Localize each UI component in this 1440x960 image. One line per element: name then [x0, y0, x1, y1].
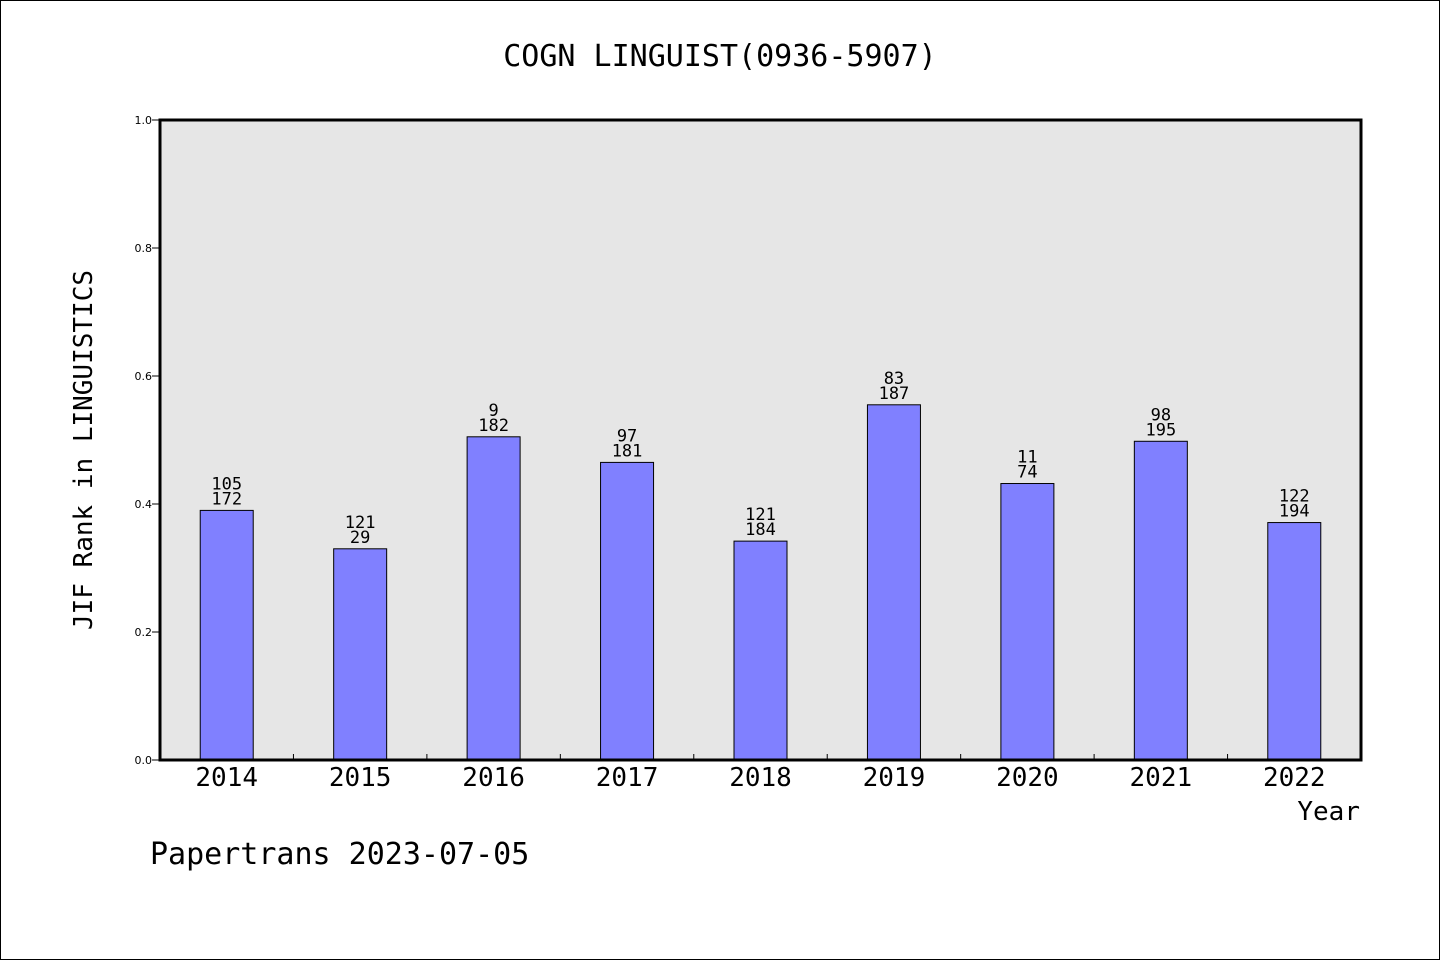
- bar-2022: [1268, 523, 1321, 760]
- bar-2015: [334, 549, 387, 760]
- x-tick-label: 2020: [996, 763, 1059, 793]
- bar-label-bottom: 194: [1279, 502, 1310, 522]
- bar-label-bottom: 29: [350, 528, 370, 548]
- bar-label-bottom: 195: [1145, 420, 1176, 440]
- bar-2020: [1001, 484, 1054, 760]
- bar-2017: [601, 462, 654, 760]
- bar-label-bottom: 74: [1017, 463, 1037, 483]
- x-tick-label: 2019: [863, 763, 926, 793]
- bar-2018: [734, 541, 787, 760]
- x-tick-label: 2022: [1263, 763, 1326, 793]
- y-tick-label: 0.0: [135, 754, 153, 767]
- y-axis: 0.0 0.2 0.4 0.6 0.8 1.0: [135, 114, 161, 767]
- x-axis-label: Year: [1297, 797, 1360, 827]
- y-tick-label: 0.4: [135, 498, 153, 511]
- bar-2019: [867, 405, 920, 760]
- x-tick-label: 2017: [596, 763, 659, 793]
- x-tick-label: 2015: [329, 763, 392, 793]
- bar-2021: [1134, 441, 1187, 760]
- bar-label-bottom: 172: [211, 489, 242, 509]
- bar-label-bottom: 184: [745, 520, 776, 540]
- y-tick-label: 0.6: [135, 370, 153, 383]
- bar-label-bottom: 187: [879, 384, 910, 404]
- y-tick-label: 0.8: [135, 242, 153, 255]
- footer-text: Papertrans 2023-07-05: [150, 837, 529, 872]
- y-tick-label: 0.2: [135, 626, 153, 639]
- bar-2014: [200, 510, 253, 760]
- bar-label-bottom: 181: [612, 441, 643, 461]
- chart-title: COGN LINGUIST(0936-5907): [503, 39, 936, 74]
- x-tick-label: 2021: [1130, 763, 1193, 793]
- x-tick-label: 2018: [729, 763, 792, 793]
- bar-2016: [467, 437, 520, 760]
- x-tick-label: 2014: [195, 763, 258, 793]
- bar-label-bottom: 182: [478, 416, 509, 436]
- y-axis-label: JIF Rank in LINGUISTICS: [69, 270, 99, 630]
- x-tick-label: 2016: [462, 763, 525, 793]
- y-tick-label: 1.0: [135, 114, 153, 127]
